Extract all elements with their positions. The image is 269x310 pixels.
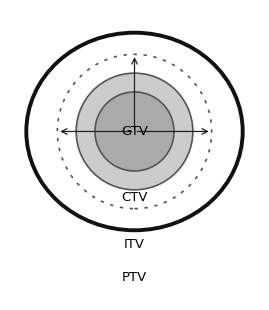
- Text: PTV: PTV: [122, 271, 147, 284]
- Circle shape: [95, 92, 174, 171]
- Text: CTV: CTV: [121, 191, 148, 204]
- Circle shape: [76, 73, 193, 190]
- Text: GTV: GTV: [121, 125, 148, 138]
- Text: ITV: ITV: [124, 238, 145, 251]
